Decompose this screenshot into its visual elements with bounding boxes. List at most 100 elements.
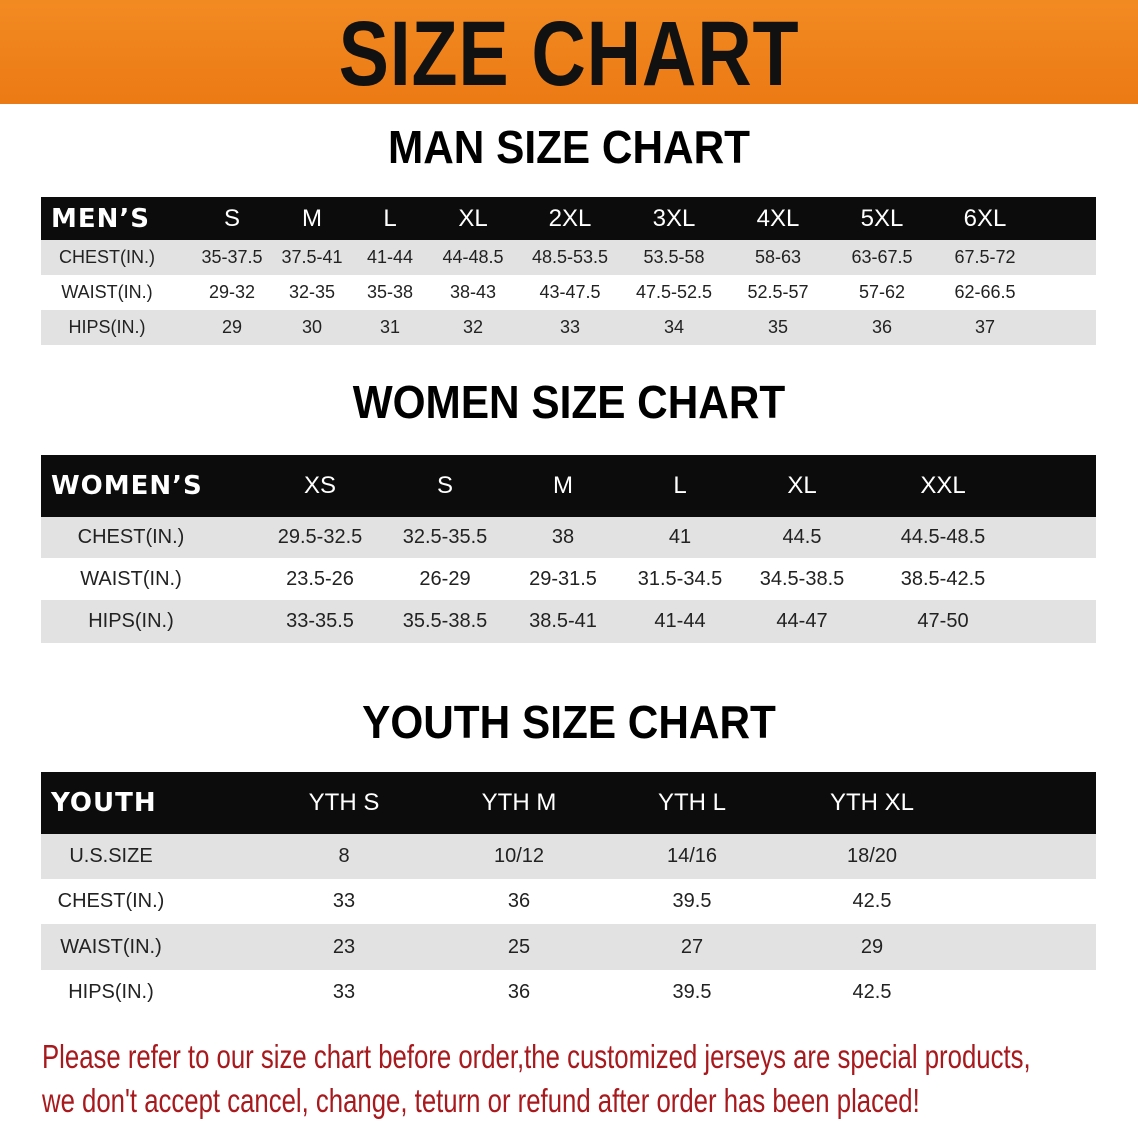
table-title-cell: MEN’S [51, 203, 150, 234]
youth-size-table: YOUTH YTH S YTH M YTH L YTH XL U.S.SIZE 8 10/12… [41, 772, 1096, 1015]
table-cell: 44.5 [782, 526, 822, 548]
banner-title: SIZE CHART [338, 3, 800, 105]
table-cell: 33-35.5 [286, 610, 354, 632]
size-header-cell: XS [303, 472, 337, 499]
table-cell: 43-47.5 [539, 282, 601, 302]
table-cell: 62-66.5 [954, 282, 1016, 302]
table-row: CHEST(IN.) 33 36 39.5 42.5 [41, 879, 1096, 924]
measure-label-cell: CHEST(IN.) [77, 526, 185, 548]
table-cell: 36 [507, 981, 531, 1003]
table-cell: 38-43 [449, 282, 497, 302]
table-cell: 67.5-72 [954, 247, 1016, 267]
table-title-cell: YOUTH [51, 788, 157, 818]
table-cell: 33 [332, 890, 356, 912]
size-header-cell: 5XL [860, 204, 904, 232]
size-header-cell: S [223, 204, 241, 232]
size-header-cell: YTH M [481, 789, 557, 816]
table-cell: 18/20 [846, 845, 898, 867]
size-header-cell: XXL [920, 472, 966, 499]
table-row: WAIST(IN.) 23 25 27 29 [41, 924, 1096, 970]
table-cell: 29 [221, 317, 243, 337]
size-header-cell: XL [787, 472, 817, 499]
table-cell: 29-31.5 [529, 567, 597, 590]
table-cell: 35-38 [366, 282, 414, 302]
table-cell: 39.5 [672, 890, 712, 912]
table-cell: 53.5-58 [643, 247, 705, 267]
size-header-cell: M [302, 204, 322, 232]
table-cell: 63-67.5 [851, 247, 913, 267]
table-cell: 25 [507, 935, 531, 958]
table-cell: 52.5-57 [747, 282, 809, 302]
measure-label-cell: HIPS(IN.) [68, 317, 146, 337]
table-cell: 35 [767, 317, 789, 337]
table-cell: 36 [507, 890, 531, 912]
table-cell: 31 [379, 317, 401, 337]
table-cell: 38.5-41 [529, 610, 597, 632]
table-cell: 41 [668, 526, 692, 548]
table-cell: 48.5-53.5 [531, 247, 609, 267]
table-cell: 8 [338, 845, 350, 867]
table-cell: 39.5 [672, 981, 712, 1003]
table-cell: 29.5-32.5 [277, 526, 363, 548]
measure-label-cell: WAIST(IN.) [60, 935, 162, 958]
size-header-cell: 2XL [548, 204, 592, 232]
notice-line-1: Please refer to our size chart before or… [42, 1038, 1031, 1075]
table-row: HIPS(IN.) 33 36 39.5 42.5 [41, 970, 1096, 1015]
table-cell: 42.5 [852, 890, 892, 912]
notice-line-2: we don't accept cancel, change, teturn o… [42, 1082, 920, 1119]
table-cell: 44.5-48.5 [900, 526, 986, 548]
measure-label-cell: CHEST(IN.) [57, 890, 165, 912]
table-cell: 23 [332, 935, 356, 958]
table-cell: 23.5-26 [286, 567, 354, 590]
table-cell: 32.5-35.5 [402, 526, 488, 548]
table-cell: 32 [462, 317, 484, 337]
table-cell: 37 [974, 317, 996, 337]
size-header-cell: L [383, 204, 397, 232]
table-cell: 14/16 [666, 845, 718, 867]
table-cell: 38.5-42.5 [900, 567, 986, 590]
size-header-cell: L [673, 472, 687, 499]
table-cell: 57-62 [858, 282, 906, 302]
measure-label-cell: CHEST(IN.) [59, 247, 155, 267]
youth-section-title: YOUTH SIZE CHART [362, 696, 776, 748]
table-row: CHEST(IN.) 35-37.5 37.5-41 41-44 44-48.5 48.5… [41, 240, 1096, 275]
measure-label-cell: U.S.SIZE [69, 845, 153, 867]
women-size-table: WOMEN’S XS S M L XL XXL CHEST(IN.) 29.5-32.5 32.5… [41, 455, 1096, 643]
table-cell: 42.5 [852, 981, 892, 1003]
table-cell: 36 [871, 317, 893, 337]
table-title-cell: WOMEN’S [51, 471, 203, 501]
table-cell: 10/12 [493, 845, 545, 867]
table-row: U.S.SIZE 8 10/12 14/16 18/20 [41, 834, 1096, 879]
size-header-cell: 3XL [652, 204, 696, 232]
size-header-cell: YTH L [657, 789, 727, 816]
size-header-cell: S [436, 472, 454, 499]
women-section-title: WOMEN SIZE CHART [352, 376, 786, 428]
table-cell: 47.5-52.5 [635, 282, 713, 302]
table-cell: 35-37.5 [201, 247, 263, 267]
men-size-table: MEN’S S M L XL 2XL 3XL 4XL 5XL 6XL CHEST(IN.) 35-37… [41, 197, 1096, 345]
table-row: CHEST(IN.) 29.5-32.5 32.5-35.5 38 41 44.5 44.5… [41, 517, 1096, 558]
measure-label-cell: WAIST(IN.) [80, 567, 182, 590]
table-cell: 35.5-38.5 [402, 610, 488, 632]
size-header-cell: 6XL [963, 204, 1007, 232]
size-header-cell: YTH S [308, 789, 380, 816]
table-cell: 26-29 [419, 567, 471, 590]
size-header-cell: M [553, 472, 573, 499]
table-header-row: MEN’S S M L XL 2XL 3XL 4XL 5XL 6XL [41, 197, 1096, 240]
table-cell: 37.5-41 [281, 247, 343, 267]
table-header-row: WOMEN’S XS S M L XL XXL [41, 455, 1096, 517]
table-cell: 31.5-34.5 [637, 567, 723, 590]
size-header-cell: XL [458, 204, 488, 232]
table-cell: 29 [860, 935, 884, 958]
size-header-cell: YTH XL [829, 789, 915, 816]
table-cell: 38 [551, 526, 575, 548]
table-cell: 47-50 [917, 610, 969, 632]
table-cell: 41-44 [654, 610, 706, 632]
table-cell: 44-48.5 [442, 247, 504, 267]
table-cell: 32-35 [288, 282, 336, 302]
table-cell: 44-47 [776, 610, 828, 632]
table-cell: 29-32 [208, 282, 256, 302]
table-cell: 41-44 [366, 247, 414, 267]
men-section-title: MAN SIZE CHART [387, 121, 751, 173]
